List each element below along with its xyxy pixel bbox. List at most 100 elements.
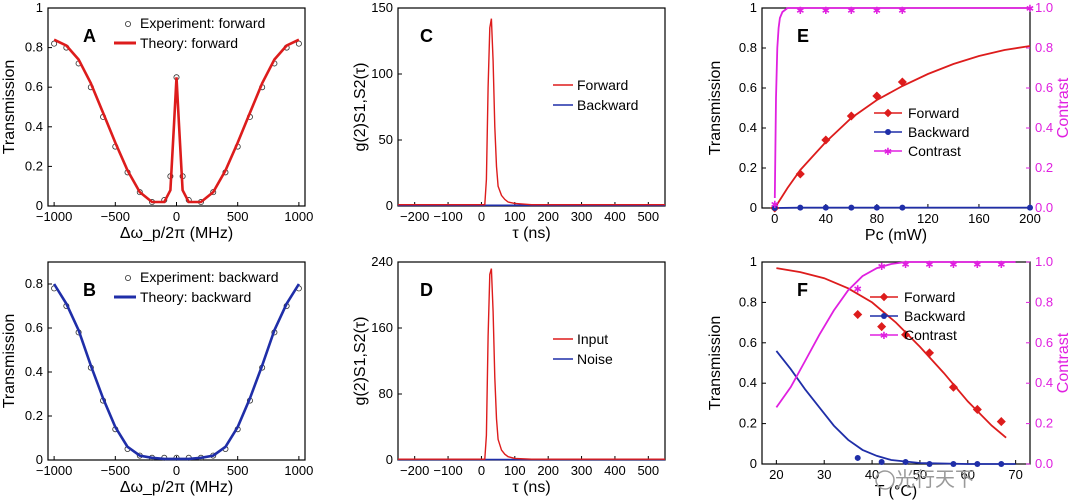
contrast-point: ✱ — [822, 6, 830, 17]
x-tick-label: 400 — [604, 463, 626, 478]
y-axis-label: Transmission — [1, 314, 18, 409]
legend-label: Theory: forward — [140, 35, 238, 51]
x-tick-label: 500 — [637, 463, 659, 478]
legend-label: Contrast — [904, 327, 957, 343]
backward-point — [771, 205, 778, 211]
forward-point — [877, 322, 887, 332]
legend-label: Forward — [577, 77, 628, 93]
y-tick-label: 0.4 — [25, 364, 43, 379]
x-tick-label: 400 — [604, 209, 626, 224]
y-tick-label: 0.6 — [25, 79, 43, 94]
x-tick-label: −100 — [433, 463, 462, 478]
x-tick-label: 500 — [637, 209, 659, 224]
x-tick-label: 1000 — [284, 209, 313, 224]
forward-point — [821, 135, 831, 145]
x-tick-label: 20 — [769, 467, 783, 482]
legend-label: Backward — [577, 97, 638, 113]
panel-f: 20 30 40 50 60 7000.20.40.60.810.00.20.40.60.… — [707, 254, 1072, 500]
backward-point — [899, 204, 906, 211]
legend-label: Forward — [908, 105, 959, 121]
legend-label: Forward — [904, 289, 955, 305]
backward-point — [974, 461, 981, 467]
panel-label: A — [83, 26, 96, 46]
x-tick-label: 80 — [870, 211, 884, 226]
y-tick-label: 0.8 — [25, 40, 43, 55]
y2-tick-label: 0.4 — [1035, 375, 1053, 390]
backward-point — [797, 204, 804, 211]
y-tick-label: 0.2 — [739, 416, 757, 431]
y2-tick-label: 0.4 — [1035, 120, 1053, 135]
contrast-point: ✱ — [997, 260, 1005, 271]
contrast-point: ✱ — [771, 200, 779, 211]
legend-marker — [125, 274, 132, 281]
contrast-point: ✱ — [973, 260, 981, 271]
backward-point — [950, 461, 957, 467]
x-tick-label: −200 — [400, 209, 429, 224]
panel-label: B — [83, 280, 96, 300]
contrast-point: ✱ — [796, 6, 804, 17]
forward-theory-line — [774, 45, 1031, 209]
y-tick-label: 0 — [750, 456, 757, 471]
legend-marker: ✱ — [884, 147, 892, 158]
backward-point — [998, 461, 1005, 467]
y-tick-label: 0 — [36, 452, 43, 467]
plot-frame — [397, 261, 666, 461]
panel-a: −1000 −500 0 500 1000 0 0.2 0.4 0.6 0.8 1 A Experime… — [1, 0, 313, 242]
y2-tick-label: 0.8 — [1035, 294, 1053, 309]
forward-point — [996, 417, 1006, 427]
x-axis-label: τ (ns) — [512, 225, 550, 242]
x-tick-label: 300 — [571, 463, 593, 478]
legend-label: Contrast — [908, 143, 961, 159]
x-tick-label: 120 — [917, 211, 939, 226]
y-tick-label: 0.8 — [25, 276, 43, 291]
y2-tick-label: 0.6 — [1035, 335, 1053, 350]
contrast-point: ✱ — [1026, 4, 1034, 15]
y-axis-label: Transmission — [707, 61, 724, 156]
contrast-line — [773, 7, 1030, 199]
forward-point — [795, 169, 805, 179]
contrast-point: ✱ — [901, 260, 909, 271]
y-tick-label: 1 — [750, 254, 757, 269]
y-tick-label: 0.4 — [25, 119, 43, 134]
x-tick-label: 0 — [173, 463, 180, 478]
y-tick-label: 0.2 — [25, 158, 43, 173]
y-tick-label: 80 — [379, 386, 393, 401]
legend-marker — [883, 108, 893, 118]
backward-point — [926, 461, 933, 467]
backward-point — [1027, 204, 1033, 211]
y-tick-label: 0 — [36, 198, 43, 213]
x-tick-label: 100 — [504, 463, 526, 478]
forward-point — [846, 111, 856, 121]
y-tick-label: 240 — [371, 254, 393, 269]
legend-label: Noise — [577, 351, 613, 367]
panel-b: −1000 −500 0 500 1000 0 0.2 0.4 0.6 0.8 B Experimen… — [1, 261, 313, 496]
y-tick-label: 0.4 — [739, 375, 757, 390]
x-tick-label: 50 — [913, 467, 927, 482]
contrast-line — [775, 261, 1016, 408]
y-axis-label: g(2)S1,S2(τ) — [352, 316, 369, 405]
x-tick-label: 500 — [227, 209, 249, 224]
x-tick-label: 200 — [1019, 211, 1041, 226]
y-tick-label: 160 — [371, 320, 393, 335]
y-tick-label: 0.6 — [25, 320, 43, 335]
x-tick-label: 30 — [817, 467, 831, 482]
y2-tick-label: 0.0 — [1035, 200, 1053, 215]
contrast-point: ✱ — [925, 260, 933, 271]
x-tick-label: 70 — [1008, 467, 1022, 482]
y-tick-label: 150 — [371, 0, 393, 15]
legend-marker — [885, 129, 891, 135]
x-tick-label: 300 — [571, 209, 593, 224]
forward-point — [853, 309, 863, 320]
x-axis-label: Pc (mW) — [865, 227, 927, 244]
series-line — [398, 268, 665, 460]
legend-marker — [879, 292, 889, 302]
y-tick-label: 0.6 — [739, 80, 757, 95]
y-tick-label: 0.2 — [739, 160, 757, 175]
legend-label: Backward — [908, 124, 969, 140]
y-tick-label: 0.8 — [739, 40, 757, 55]
y2-tick-label: 0.0 — [1035, 456, 1053, 471]
x-tick-label: 200 — [537, 463, 559, 478]
x-tick-label: 0 — [173, 209, 180, 224]
x-tick-label: 0 — [771, 211, 778, 226]
